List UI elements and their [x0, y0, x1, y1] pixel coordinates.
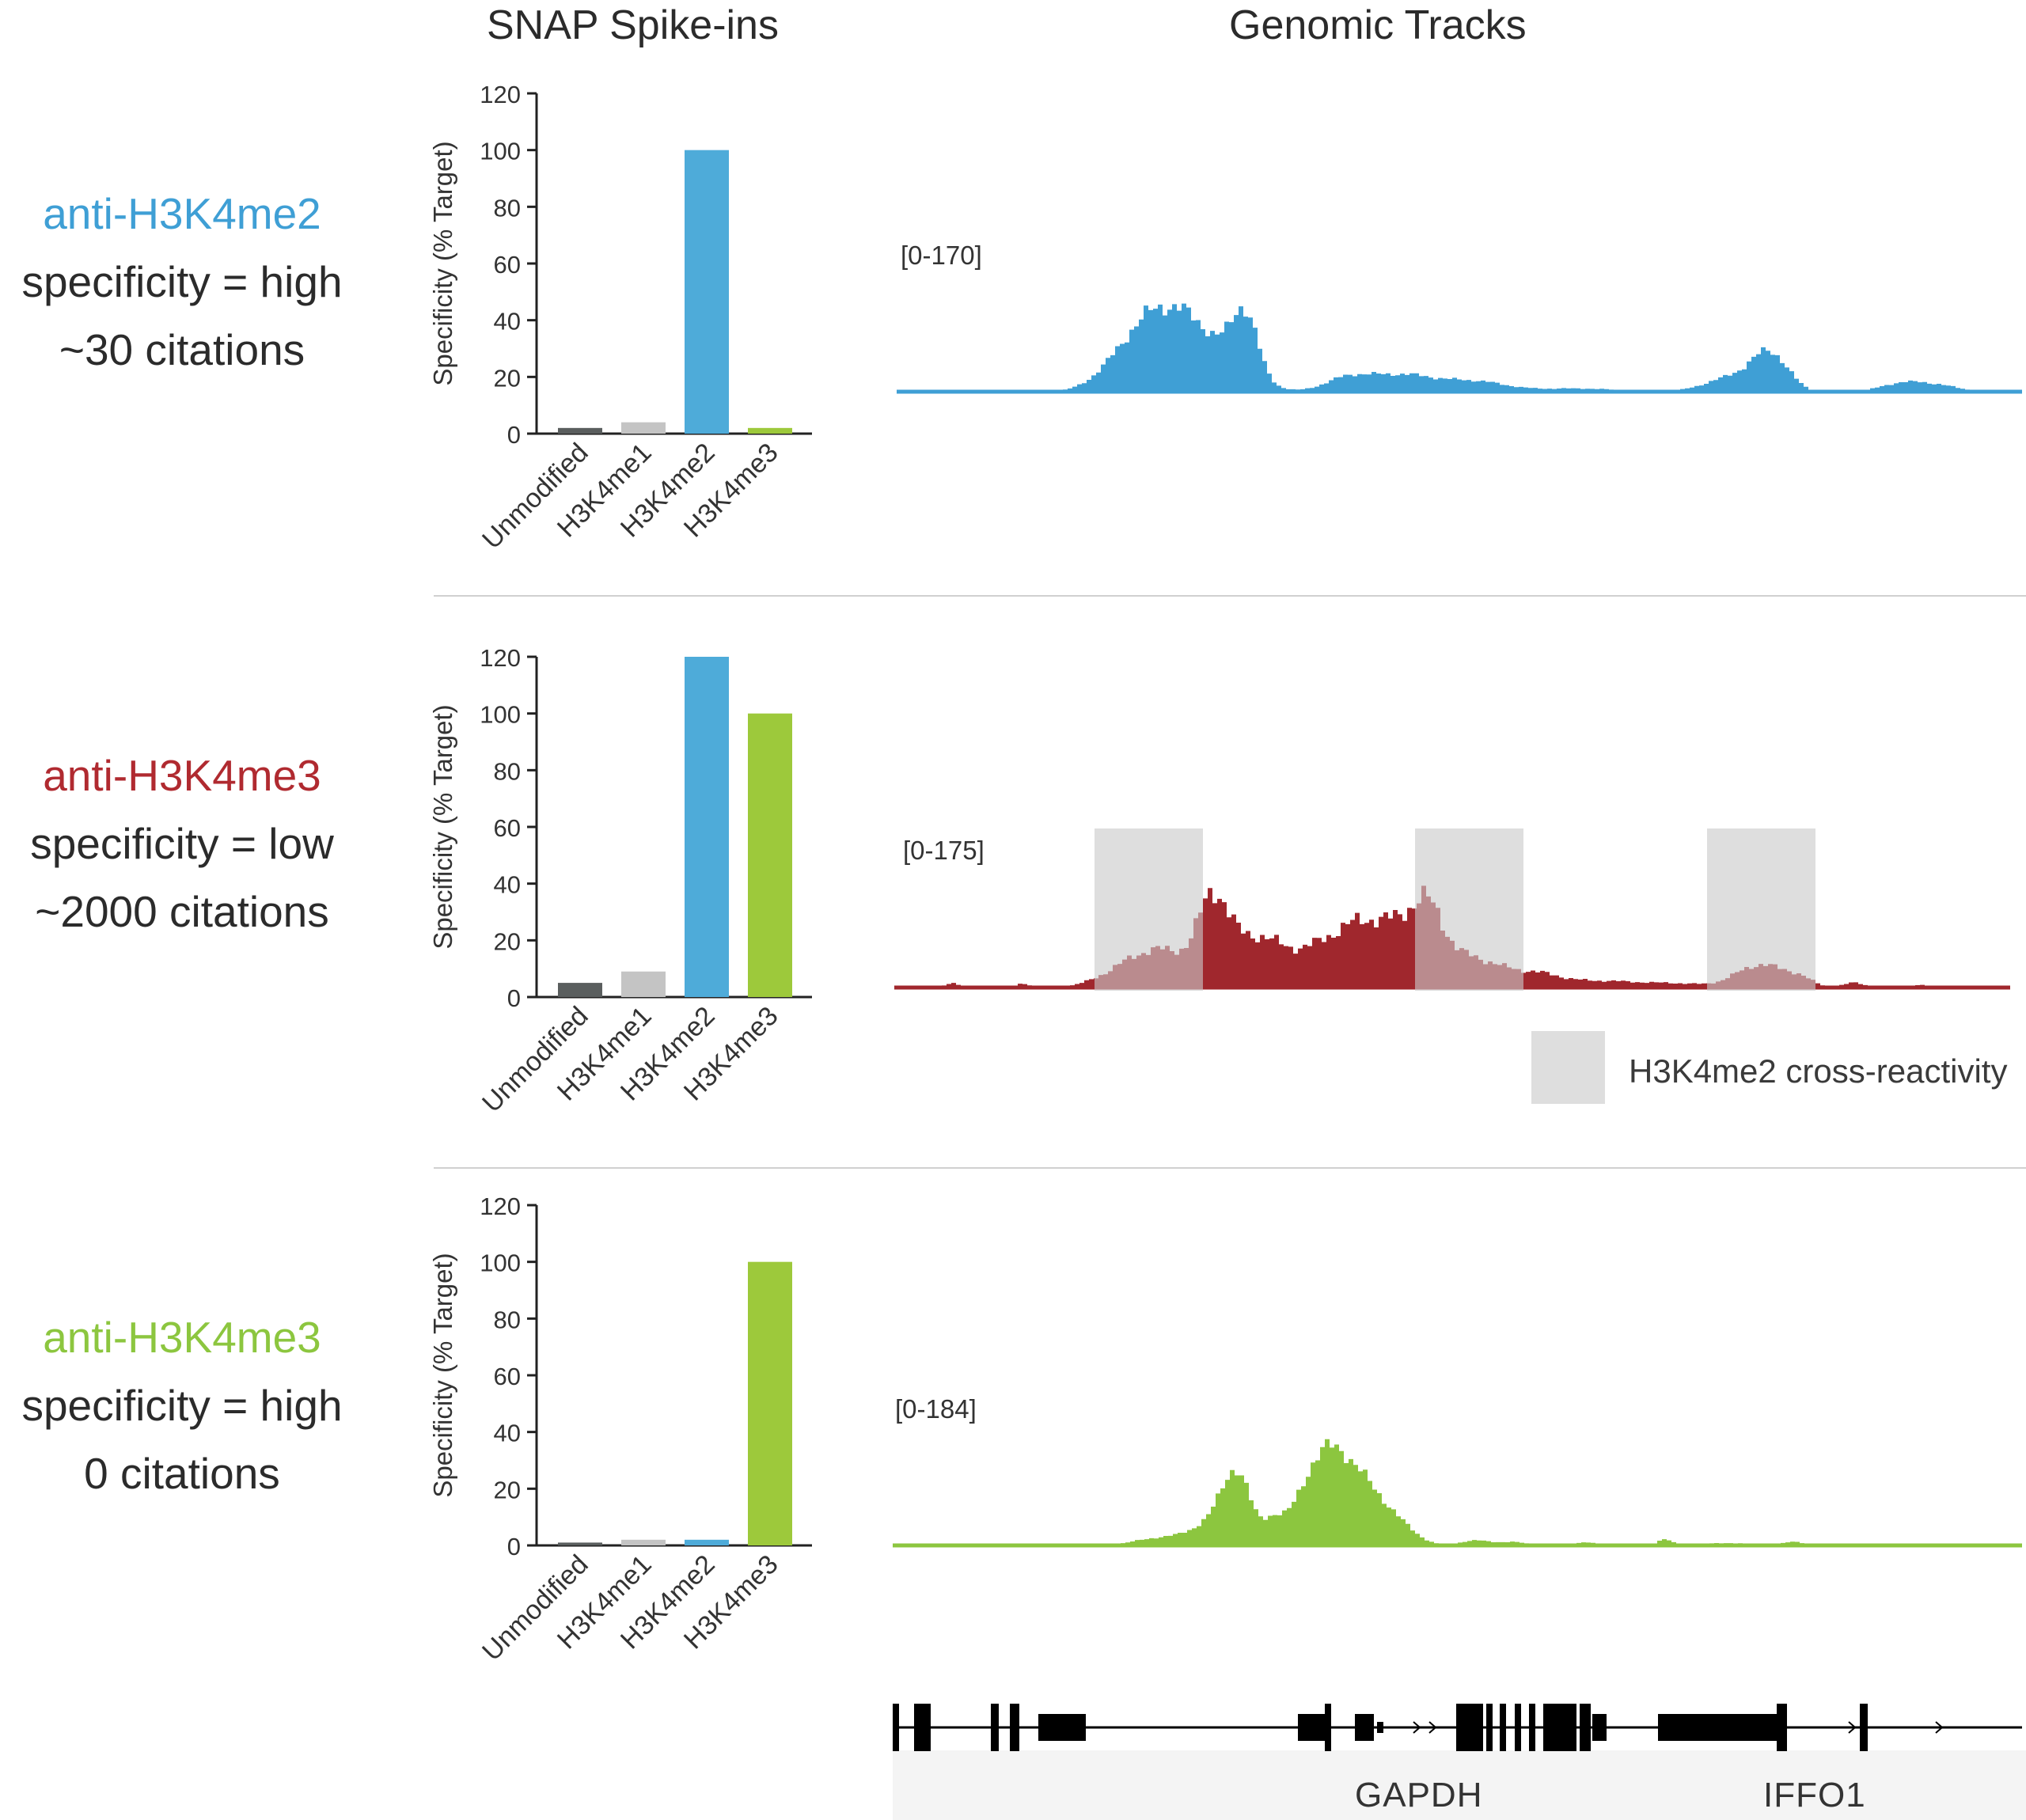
exon-block [1038, 1714, 1086, 1741]
y-tick-label: 60 [494, 251, 521, 279]
snap-header: SNAP Spike-ins [487, 2, 779, 48]
bar-h3k4me1 [621, 1539, 666, 1545]
exon-block [1658, 1714, 1781, 1741]
exon-block [1355, 1714, 1374, 1741]
y-tick-label: 0 [507, 984, 521, 1012]
bar-h3k4me1 [621, 422, 666, 434]
genomic-track-3: [0-184] [893, 1394, 2022, 1548]
tracks-header: Genomic Tracks [1229, 2, 1527, 48]
track-range-label-1: [0-170] [901, 241, 982, 270]
y-tick-label: 40 [494, 308, 521, 336]
exon-block [1456, 1704, 1483, 1751]
exon-block [1515, 1704, 1521, 1751]
y-tick-label: 80 [494, 194, 521, 222]
y-tick-label: 120 [480, 644, 521, 672]
antibody-name-3: anti-H3K4me3 [43, 1313, 321, 1362]
track-range-label-2: [0-175] [903, 836, 985, 865]
specificity-text-2: specificity = low [30, 819, 334, 868]
gene-label-gapdh: GAPDH [1355, 1776, 1483, 1814]
row-divider-1 [434, 595, 2026, 597]
exon-block [1580, 1704, 1591, 1751]
track-range-label-3: [0-184] [895, 1394, 977, 1424]
bar-h3k4me3 [748, 1261, 792, 1545]
y-tick-label: 20 [494, 1476, 521, 1503]
gene-model [893, 1704, 2022, 1751]
legend-swatch [1531, 1031, 1605, 1104]
exon-block [1377, 1722, 1383, 1733]
bar-unmodified [558, 1542, 602, 1545]
genomic-track-2: [0-175] [894, 828, 2010, 991]
specificity-text-3: specificity = high [21, 1381, 343, 1430]
y-tick-label: 60 [494, 1363, 521, 1390]
y-axis-label: Specificity (% Target) [428, 141, 457, 385]
exon-block [1777, 1704, 1787, 1751]
exon-block [1486, 1704, 1493, 1751]
y-tick-label: 40 [494, 871, 521, 899]
bar-h3k4me3 [748, 713, 792, 997]
legend-label: H3K4me2 cross-reactivity [1629, 1052, 2008, 1090]
bar-h3k4me2 [685, 657, 729, 997]
specificity-text-1: specificity = high [21, 257, 343, 306]
genomic-track-1: [0-170] [897, 241, 2022, 394]
exon-block [1543, 1704, 1576, 1751]
exon-block [893, 1704, 899, 1751]
exon-block [991, 1704, 999, 1751]
row-label-3: anti-H3K4me3 specificity = high 0 citati… [0, 1303, 364, 1507]
bar-h3k4me1 [621, 971, 666, 997]
citations-text-2: ~2000 citations [35, 887, 329, 936]
exon-block [914, 1704, 931, 1751]
y-tick-label: 0 [507, 421, 521, 449]
coverage-area-1 [897, 303, 2022, 393]
exon-block [1860, 1704, 1868, 1751]
strand-arrow [1935, 1721, 1944, 1734]
strand-arrow [1428, 1721, 1437, 1734]
y-tick-label: 100 [480, 1249, 521, 1277]
row-divider-2 [434, 1167, 2026, 1169]
y-axis-label: Specificity (% Target) [428, 1253, 457, 1497]
exon-block [1592, 1714, 1607, 1741]
row-label-2: anti-H3K4me3 specificity = low ~2000 cit… [0, 741, 364, 946]
strand-arrow [1413, 1721, 1421, 1734]
y-tick-label: 80 [494, 757, 521, 785]
y-axis-label: Specificity (% Target) [428, 704, 457, 949]
citations-text-1: ~30 citations [59, 325, 305, 374]
y-tick-label: 120 [480, 1192, 521, 1220]
antibody-name-2: anti-H3K4me3 [43, 751, 321, 800]
y-tick-label: 100 [480, 138, 521, 165]
y-tick-label: 40 [494, 1420, 521, 1447]
bar-h3k4me3 [748, 427, 792, 434]
exon-block [1529, 1704, 1535, 1751]
coverage-area-3 [893, 1439, 2022, 1547]
cross-reactivity-region-3 [1707, 828, 1815, 991]
y-tick-label: 60 [494, 814, 521, 842]
exon-block [1500, 1704, 1506, 1751]
citations-text-3: 0 citations [84, 1449, 280, 1498]
exon-block [1325, 1704, 1331, 1751]
y-tick-label: 120 [480, 81, 521, 108]
y-tick-label: 100 [480, 701, 521, 729]
row-label-1: anti-H3K4me2 specificity = high ~30 cita… [0, 180, 364, 384]
gene-annotation-band [893, 1750, 2026, 1820]
y-tick-label: 0 [507, 1533, 521, 1560]
cross-reactivity-region-1 [1095, 828, 1203, 991]
exon-block [1298, 1714, 1330, 1741]
antibody-name-1: anti-H3K4me2 [43, 189, 321, 238]
y-tick-label: 20 [494, 364, 521, 392]
strand-arrow [1848, 1721, 1857, 1734]
y-tick-label: 20 [494, 927, 521, 955]
gene-label-iffo1: IFFO1 [1763, 1776, 1866, 1814]
cross-reactivity-region-2 [1415, 828, 1523, 991]
exon-block [1010, 1704, 1019, 1751]
bar-h3k4me2 [685, 1539, 729, 1545]
bar-unmodified [558, 427, 602, 434]
y-tick-label: 80 [494, 1306, 521, 1333]
bar-unmodified [558, 983, 602, 997]
bar-h3k4me2 [685, 150, 729, 434]
